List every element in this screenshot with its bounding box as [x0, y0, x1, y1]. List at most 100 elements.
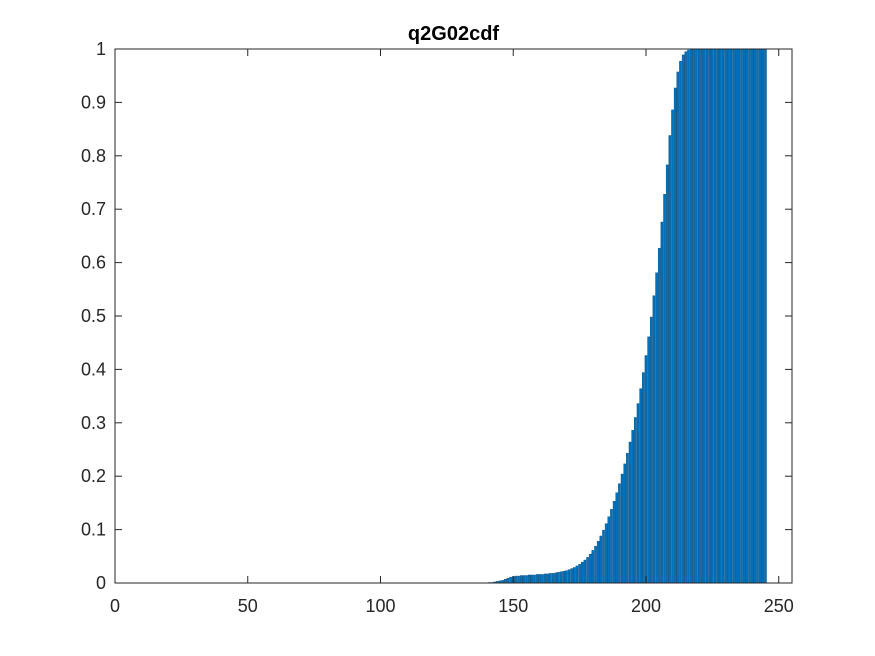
bar [689, 49, 693, 584]
bar [652, 295, 656, 584]
bar [519, 575, 523, 584]
bar [525, 575, 528, 584]
bar [745, 48, 749, 584]
y-tick-label: 0.3 [81, 413, 106, 433]
bar [634, 417, 637, 584]
bar [732, 48, 735, 584]
bar [628, 441, 632, 584]
y-tick-label: 1 [96, 39, 106, 59]
bar [588, 553, 592, 584]
bar [602, 529, 605, 584]
bar [671, 109, 674, 584]
bar [695, 48, 698, 584]
bar [657, 247, 661, 584]
y-tick-label: 0 [96, 573, 106, 593]
x-tick-label: 200 [631, 596, 661, 616]
bar [522, 575, 526, 584]
bar [639, 388, 642, 584]
bar [726, 48, 730, 584]
bar [719, 48, 722, 584]
bar [740, 48, 743, 584]
bar [636, 403, 640, 584]
bar [764, 48, 767, 584]
bar [668, 135, 672, 584]
chart-title: q2G02cdf [408, 23, 499, 45]
bar [580, 561, 584, 584]
bar [748, 48, 751, 584]
bar [612, 501, 616, 584]
bar [541, 574, 544, 584]
bar [506, 577, 510, 584]
bar [705, 48, 709, 584]
bar [575, 565, 579, 584]
bar [742, 48, 746, 584]
bar [758, 48, 762, 584]
bar [591, 550, 595, 584]
bar [703, 48, 706, 584]
bar [750, 48, 754, 584]
bar [713, 48, 717, 584]
y-tick-label: 0.5 [81, 306, 106, 326]
bar [697, 48, 701, 584]
bar [647, 336, 650, 584]
bar [538, 574, 542, 584]
bar [700, 48, 704, 584]
bar [681, 54, 685, 584]
bar [711, 48, 714, 584]
x-tick-label: 50 [238, 596, 258, 616]
bar [535, 574, 539, 584]
y-tick-label: 0.8 [81, 146, 106, 166]
axes: 0 50 100 150 200 250 0 0.1 0.2 0.3 0.4 0.5 0.6 0.7 0.8… [81, 39, 794, 616]
x-tick-label: 0 [110, 596, 120, 616]
bar [663, 194, 666, 584]
bar [687, 49, 690, 584]
bar [549, 573, 552, 584]
bar [599, 535, 603, 584]
bar [557, 572, 560, 584]
bar [665, 164, 669, 584]
bar [596, 541, 600, 584]
plot-area [115, 49, 792, 583]
y-tick-label: 0.1 [81, 520, 106, 540]
bar [631, 430, 634, 584]
bar [721, 48, 725, 584]
bar [644, 355, 648, 584]
bar [543, 573, 547, 584]
bar [708, 48, 711, 584]
bar [626, 453, 629, 584]
bar [673, 87, 677, 584]
bar [530, 574, 534, 584]
bar [533, 574, 536, 584]
bar [586, 557, 589, 584]
bar [509, 576, 512, 584]
bar [684, 51, 688, 584]
bar [615, 492, 619, 584]
bar [737, 48, 741, 584]
bar [692, 48, 696, 584]
x-tick-label: 250 [764, 596, 794, 616]
bar [559, 571, 563, 584]
bar [679, 61, 682, 584]
bar [514, 575, 518, 584]
y-tick-label: 0.2 [81, 466, 106, 486]
bar [527, 574, 531, 584]
bar [716, 48, 719, 584]
bar [729, 48, 733, 584]
bar [503, 579, 507, 584]
bar [517, 575, 520, 584]
bar [562, 571, 565, 584]
bar [565, 570, 568, 584]
bar [620, 473, 624, 584]
bar [676, 71, 680, 584]
bar [734, 48, 738, 584]
bar [761, 48, 765, 584]
bar [570, 568, 573, 584]
y-tick-label: 0.4 [81, 359, 106, 379]
bar [554, 572, 557, 584]
bar [610, 509, 613, 584]
bar [660, 221, 664, 584]
y-tick-label: 0.7 [81, 199, 106, 219]
bar [607, 516, 611, 584]
bar [618, 483, 621, 584]
